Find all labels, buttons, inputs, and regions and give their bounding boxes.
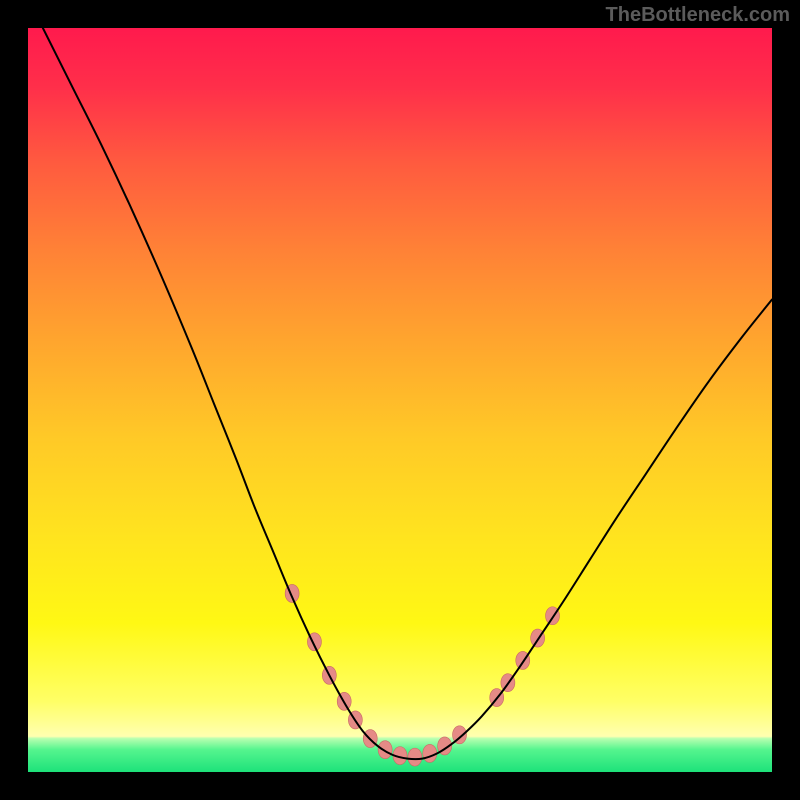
chart-background <box>28 28 772 772</box>
curve-marker <box>423 744 437 762</box>
curve-marker <box>408 748 422 766</box>
chart-svg <box>28 28 772 772</box>
curve-marker <box>378 741 392 759</box>
watermark-text: TheBottleneck.com <box>606 4 790 27</box>
stage: TheBottleneck.com <box>0 0 800 800</box>
plot-frame <box>28 28 772 772</box>
